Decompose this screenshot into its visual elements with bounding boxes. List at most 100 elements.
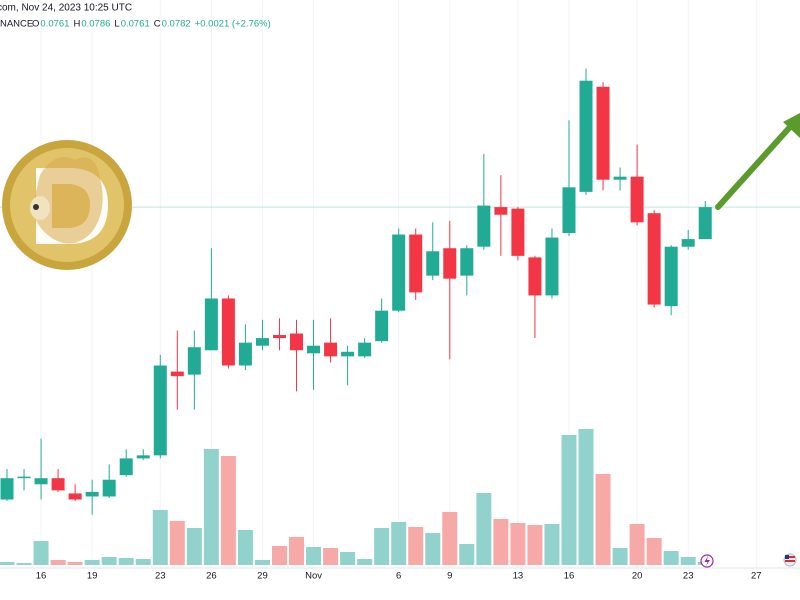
volume-bar [544,524,560,565]
volume-bar [391,522,407,565]
candle-body [341,351,355,357]
candle-body [324,342,338,357]
arrow-head [783,113,800,138]
volume-bar [186,528,202,565]
coin-dog-nose [33,204,39,210]
candle-body [426,251,440,276]
candle-body [596,86,610,180]
candle-body [85,491,99,497]
volume-bar [33,541,49,565]
volume-bar [425,533,441,565]
x-tick-label: 13 [513,571,524,582]
volume-bar [612,548,628,565]
candle-body [392,234,406,311]
volume-bar [289,537,305,565]
candle-body [272,335,286,339]
volume-bar [629,524,645,565]
candle-body [613,176,627,180]
candle-body [119,458,133,476]
alert-icon[interactable] [700,554,714,568]
volume-bar [357,559,373,565]
alert-bolt [704,556,710,566]
volume-bar [50,560,66,565]
candle-body [0,478,14,500]
x-tick-label: 6 [396,571,401,582]
candle-body [460,248,474,276]
candle-body [409,234,423,293]
candle-body [238,342,252,366]
coin-dog-snout [30,196,50,220]
volume-bar [101,557,117,565]
volume-bar [561,435,577,565]
legend-key: C [154,19,161,30]
volume-layer [0,429,713,565]
flag-icon[interactable] [783,553,797,567]
legend-change: +0.0021 (+2.76%) [195,19,271,30]
x-tick-label: Nov [305,571,322,582]
x-tick-label: 9 [447,571,452,582]
legend-key: O [32,19,39,30]
candle-body [358,342,372,357]
x-tick-label: 26 [206,571,217,582]
x-tick-label: 16 [564,571,575,582]
flag-canton [785,555,789,559]
candle-body [170,371,184,377]
volume-bar [67,562,83,565]
volume-bar [271,546,287,565]
volume-bar [408,527,424,565]
candle-body [221,298,235,366]
candle-body [68,493,82,500]
volume-bar [459,544,475,565]
volume-bar [220,456,236,565]
legend-key: L [114,19,119,30]
coin-dog [33,157,103,244]
legend-value: 0.0761 [40,19,69,30]
volume-bar [169,521,185,565]
volume-bar [527,525,543,565]
volume-bar [663,551,679,565]
volume-bar [0,562,15,565]
volume-bar [16,563,32,565]
x-tick-label: 19 [87,571,98,582]
x-tick-label: 23 [155,571,166,582]
candle-body [34,478,48,485]
candle-body [443,248,457,279]
volume-bar [680,557,696,565]
coin-logo [2,140,132,270]
exchange-name: BINANCE [0,19,33,30]
candle-body [17,476,31,479]
candle-body [630,176,644,223]
legend-value: 0.0782 [162,19,191,30]
candle-body [511,208,525,256]
volume-bar [374,528,390,565]
volume-bar [442,512,458,565]
arrow-shaft [715,124,793,210]
trend-arrow [715,113,800,210]
volume-bar [152,510,168,565]
x-tick-label: 23 [683,571,694,582]
volume-bar [118,558,134,565]
volume-bar [254,560,270,565]
legend-value: 0.0761 [121,19,150,30]
chart-title: com, Nov 24, 2023 10:25 UTC [0,3,132,14]
candle-body [681,239,695,247]
candle-body [477,205,491,247]
candle-body [545,237,559,296]
candle-body [136,455,150,459]
x-tick-label: 29 [257,571,268,582]
candle-body [290,333,304,351]
volume-bar [646,538,662,565]
candle-body [153,365,167,456]
flag-stripe [785,560,795,562]
candle-body [562,187,576,234]
candle-body [102,479,116,497]
candle-body [187,347,201,375]
candle-body [307,345,321,354]
candle-body [375,310,389,342]
candle-body [698,207,712,240]
volume-bar [135,559,151,565]
x-tick-label: 27 [751,571,762,582]
legend-value: 0.0786 [81,19,110,30]
candle-body [664,246,678,307]
